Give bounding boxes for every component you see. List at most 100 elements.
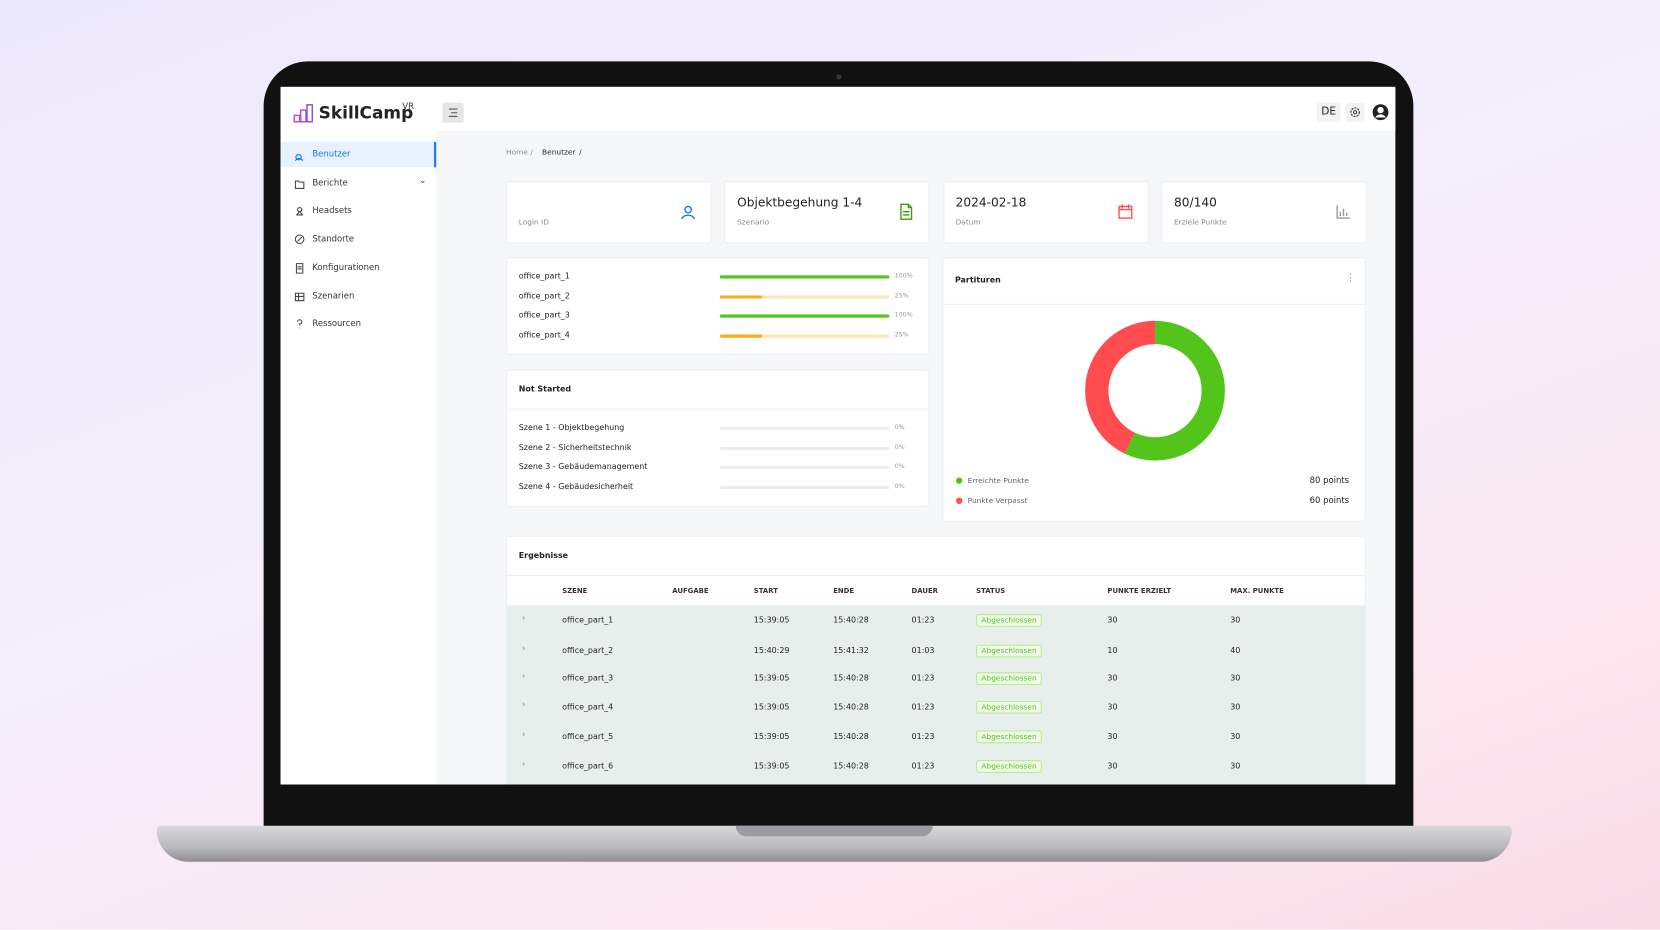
- sidebar: Benutzer Berichte ⌄ Headsets Standorte Konfig…: [280, 131, 437, 785]
- expand-row[interactable]: ›: [521, 729, 526, 739]
- expand-row[interactable]: ›: [521, 699, 526, 710]
- progress-value: 100%: [894, 311, 913, 320]
- progress-fill: [719, 295, 763, 299]
- progress-track: [719, 446, 890, 450]
- breadcrumb-home[interactable]: Home: [506, 148, 528, 157]
- menu-toggle[interactable]: [442, 102, 464, 123]
- stat-icon: [1336, 205, 1350, 219]
- status-pill: Abgeschlossen: [976, 614, 1042, 627]
- progress-value: 25%: [894, 331, 909, 339]
- avatar-icon[interactable]: [1372, 104, 1389, 121]
- progress-bar: [719, 485, 890, 489]
- language-button[interactable]: DE: [1317, 102, 1341, 122]
- sidebar-item[interactable]: Konfigurationen: [281, 255, 437, 280]
- column-header: DAUER: [911, 586, 938, 595]
- partituren-card: Partituren ⋮ Erreichte Punkte 80 points Punk…: [942, 257, 1366, 522]
- table-cell: 40: [1230, 645, 1241, 656]
- card-title: Ergebnisse: [518, 550, 569, 561]
- progress-value: 25%: [894, 291, 909, 300]
- icon-path: [295, 262, 304, 274]
- sidebar-item[interactable]: Szenarien: [281, 283, 437, 308]
- legend-value: 60 points: [1309, 494, 1350, 505]
- table-cell: 30: [1107, 761, 1118, 771]
- table-cell: 15:40:28: [833, 615, 869, 625]
- sidebar-label: Benutzer: [312, 149, 351, 159]
- progress-label: office_part_2: [518, 290, 570, 301]
- icon-path: [294, 234, 305, 245]
- sidebar-item[interactable]: Headsets: [281, 198, 437, 223]
- stat-value: Objektbegehung 1-4: [737, 194, 863, 210]
- sidebar-icon: [294, 180, 305, 189]
- table-cell: office_part_4: [562, 701, 614, 712]
- sidebar-item[interactable]: Ressourcen: [281, 311, 437, 336]
- table-cell: 30: [1107, 731, 1118, 742]
- table-cell: office_part_1: [562, 615, 614, 625]
- progress-fill: [719, 314, 890, 319]
- progress-track: [719, 295, 890, 299]
- table-cell: office_part_6: [562, 761, 614, 771]
- stat-label: Login ID: [518, 218, 550, 227]
- progress-card: office_part_1 100% office_part_2 25% office_…: [506, 257, 930, 355]
- sidebar-item[interactable]: Standorte: [281, 227, 437, 252]
- table-cell: 01:03: [911, 645, 935, 656]
- stat-label: Erziele Punkte: [1173, 218, 1227, 227]
- progress-value: 0%: [894, 423, 905, 431]
- progress-track: [719, 485, 890, 489]
- progress-label: office_part_4: [518, 330, 570, 340]
- legend-value: 80 points: [1309, 475, 1350, 485]
- progress-label: Szene 1 - Objektbegehung: [518, 422, 625, 432]
- expand-row[interactable]: ›: [521, 643, 526, 654]
- table-cell: 01:23: [911, 701, 935, 712]
- table-cell: 30: [1230, 761, 1241, 771]
- icon-path: [296, 207, 304, 216]
- table-cell: 15:40:28: [833, 673, 869, 683]
- icon-path: [294, 292, 305, 301]
- sidebar-icon: [296, 319, 303, 329]
- progress-track: [719, 334, 890, 338]
- sidebar-label: Berichte: [312, 177, 348, 188]
- table-cell: 15:39:05: [753, 761, 790, 771]
- sidebar-item[interactable]: Benutzer: [280, 141, 437, 168]
- table-cell: 15:40:28: [833, 731, 869, 742]
- icon-path: [294, 180, 305, 189]
- table-cell: 15:40:28: [833, 761, 869, 771]
- table-cell: 15:39:05: [753, 731, 790, 742]
- camera: [836, 74, 842, 80]
- sidebar-label: Standorte: [312, 234, 355, 244]
- sidebar-label: Headsets: [312, 205, 352, 216]
- table-cell: 01:23: [911, 615, 935, 625]
- expand-row[interactable]: ›: [521, 612, 526, 623]
- sidebar-icon: [296, 207, 304, 216]
- stat-value: 2024-02-18: [955, 194, 1027, 210]
- breadcrumb-sep: /: [530, 148, 533, 157]
- table-cell: 15:39:05: [753, 615, 790, 625]
- column-header: STATUS: [976, 586, 1006, 595]
- table-cell: office_part_3: [562, 673, 614, 683]
- settings-icon[interactable]: [1345, 102, 1365, 122]
- progress-fill: [719, 334, 763, 338]
- breadcrumb-sep: /: [579, 148, 582, 157]
- sidebar-icon: [294, 292, 305, 301]
- sidebar-item[interactable]: Berichte ⌄: [281, 170, 437, 195]
- status-pill: Abgeschlossen: [976, 672, 1042, 685]
- legend-dot: [956, 477, 963, 484]
- more-menu[interactable]: ⋮: [1345, 273, 1356, 284]
- stat-card: Login ID: [506, 181, 712, 244]
- progress-label: office_part_1: [518, 271, 570, 281]
- donut-chart: [1085, 320, 1225, 461]
- progress-label: office_part_3: [518, 310, 570, 321]
- table-cell: 01:23: [911, 731, 935, 742]
- sidebar-label: Konfigurationen: [312, 262, 380, 272]
- top-bar: SkillCamp VR DE: [280, 86, 1396, 133]
- expand-row[interactable]: ›: [521, 671, 526, 681]
- progress-bar: [719, 426, 890, 430]
- status-pill: Abgeschlossen: [976, 730, 1042, 744]
- column-header: MAX. PUNKTE: [1230, 586, 1284, 595]
- stat-icon: [1117, 204, 1133, 219]
- stat-card: Objektbegehung 1-4 Szenario: [724, 181, 930, 244]
- progress-label: Szene 4 - Gebäudesicherheit: [518, 481, 634, 491]
- expand-row[interactable]: ›: [521, 759, 526, 769]
- table-cell: 15:39:05: [753, 701, 790, 712]
